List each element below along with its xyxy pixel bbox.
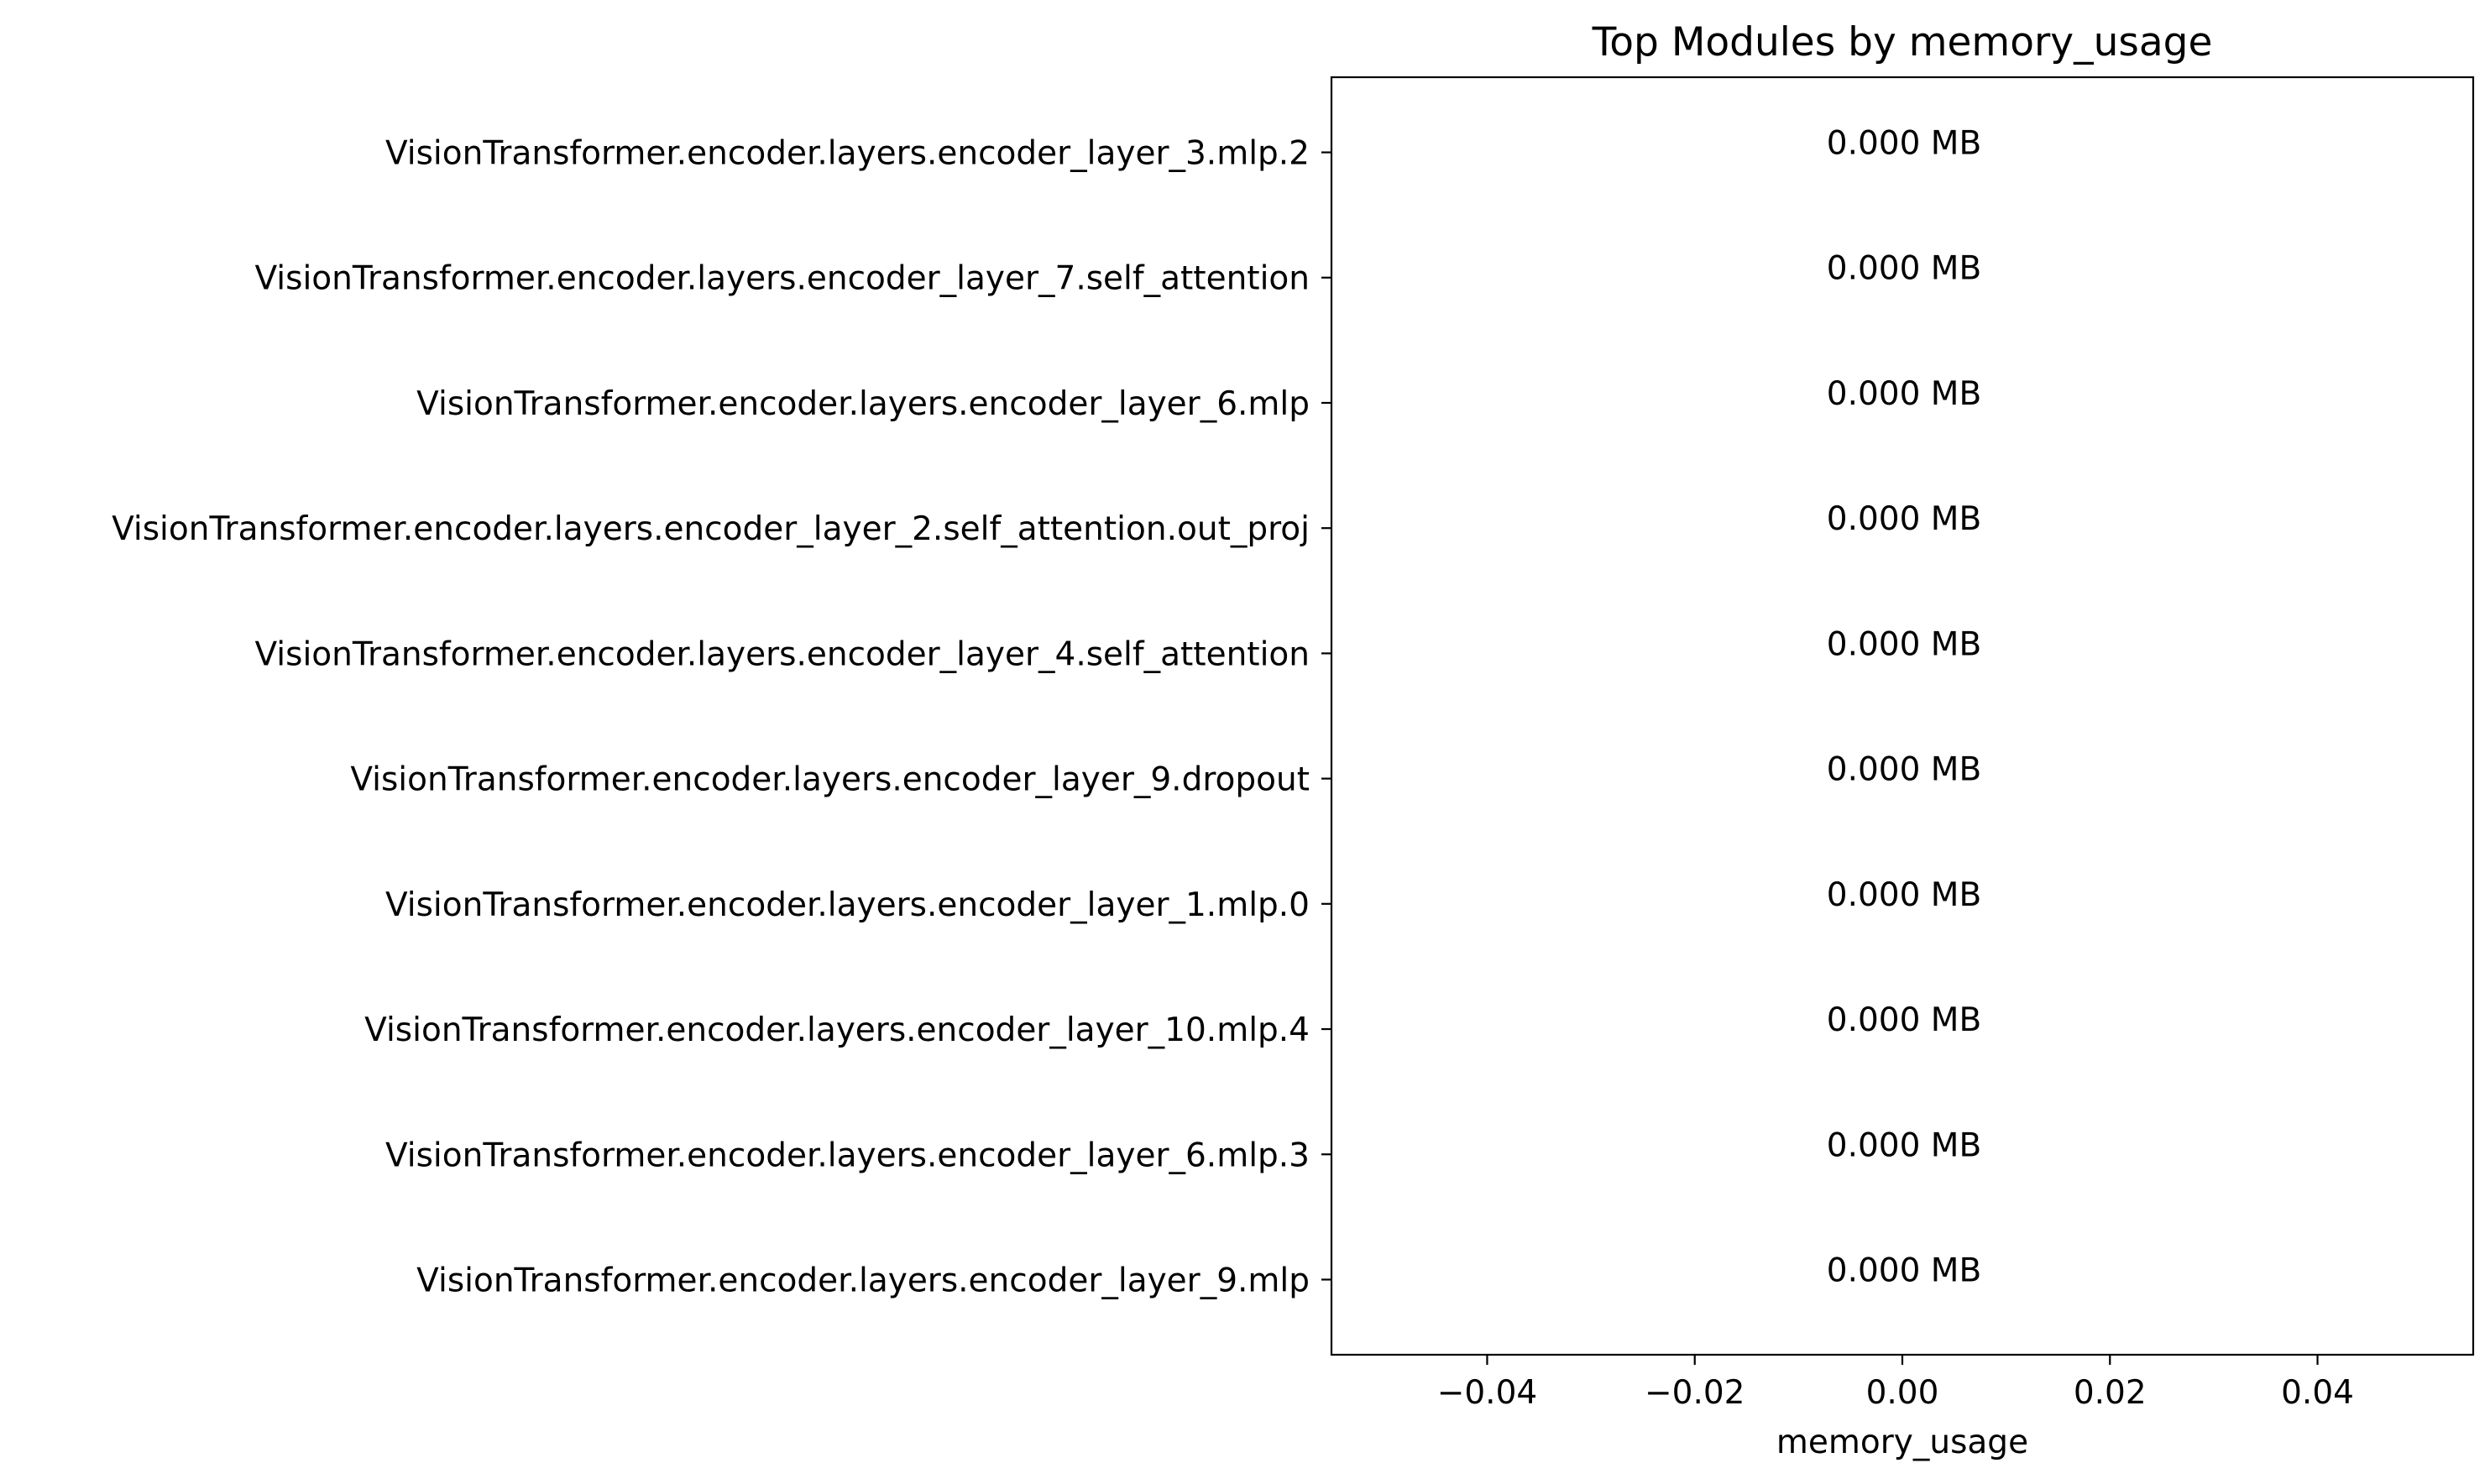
chart-title: Top Modules by memory_usage	[1592, 19, 2213, 65]
x-tick-label: 0.00	[1866, 1374, 1939, 1412]
y-axis: VisionTransformer.encoder.layers.encoder…	[112, 135, 1331, 1299]
y-tick-label: VisionTransformer.encoder.layers.encoder…	[385, 886, 1310, 924]
bar-value-label: 0.000 MB	[1827, 1126, 1981, 1164]
bar-value-label: 0.000 MB	[1827, 250, 1981, 288]
bar-value-label: 0.000 MB	[1827, 375, 1981, 413]
plot-area: 0.000 MB 0.000 MB 0.000 MB 0.000 MB 0.000 MB…	[1827, 125, 1981, 1290]
bar-value-label: 0.000 MB	[1827, 751, 1981, 789]
y-tick-label: VisionTransformer.encoder.layers.encoder…	[385, 1137, 1310, 1174]
x-tick-label: −0.04	[1437, 1374, 1538, 1412]
y-tick-label: VisionTransformer.encoder.layers.encoder…	[254, 635, 1310, 673]
x-tick-label: 0.04	[2281, 1374, 2354, 1412]
y-tick-label: VisionTransformer.encoder.layers.encoder…	[350, 761, 1310, 799]
x-tick-label: 0.02	[2074, 1374, 2147, 1412]
x-axis-label: memory_usage	[1776, 1424, 2028, 1461]
y-tick-label: VisionTransformer.encoder.layers.encoder…	[416, 1262, 1310, 1299]
bar-value-label: 0.000 MB	[1827, 1001, 1981, 1039]
bar-value-label: 0.000 MB	[1827, 876, 1981, 914]
y-tick-label: VisionTransformer.encoder.layers.encoder…	[254, 260, 1310, 298]
y-tick-label: VisionTransformer.encoder.layers.encoder…	[385, 135, 1310, 173]
bar-value-label: 0.000 MB	[1827, 1251, 1981, 1289]
y-tick-label: VisionTransformer.encoder.layers.encoder…	[364, 1011, 1310, 1049]
bar-value-label: 0.000 MB	[1827, 125, 1981, 163]
y-tick-label: VisionTransformer.encoder.layers.encoder…	[416, 385, 1310, 423]
y-tick-label: VisionTransformer.encoder.layers.encoder…	[112, 510, 1310, 548]
x-tick-label: −0.02	[1645, 1374, 1745, 1412]
bar-value-label: 0.000 MB	[1827, 625, 1981, 663]
bar-value-label: 0.000 MB	[1827, 500, 1981, 538]
x-axis: −0.04 −0.02 0.00 0.02 0.04	[1437, 1355, 2354, 1412]
